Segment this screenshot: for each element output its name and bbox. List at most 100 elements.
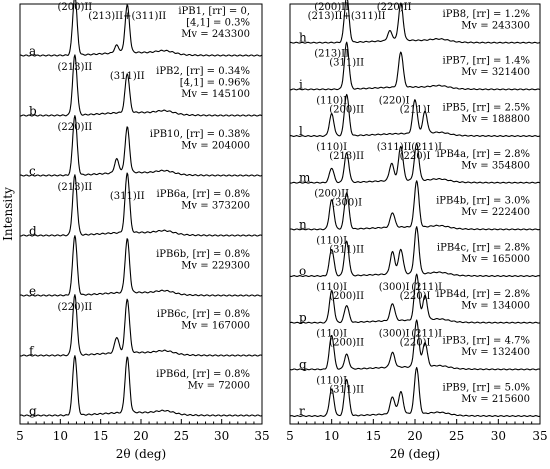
peak-label: (200)II [329,104,364,115]
x-tick-label: 25 [449,429,464,443]
trace-line [19,235,263,297]
trace-c: c iPB10, [rr] = 0.38%Mv = 204000 (220)II [19,115,263,178]
peak-label: (211)I [411,282,442,293]
trace-letter: e [29,284,36,298]
sample-label-line: iPB5, [rr] = 2.5% [443,102,531,113]
peak-label: (213)II [57,182,92,193]
trace-letter: m [299,171,311,185]
trace-g: g iPB6d, [rr] = 0.8%Mv = 72000 [19,355,263,418]
trace-line [19,294,263,357]
sample-label-line: iPB7, [rr] = 1.4% [443,56,531,67]
x-tick-label: 20 [407,429,422,443]
peak-label: (300)I [379,329,410,340]
trace-p: p iPB4d, [rr] = 2.8%Mv = 134000 (110)I(200… [289,273,541,325]
trace-line [289,366,541,417]
trace-letter: g [29,404,37,418]
left-traces: a iPB1, [rr] = 0,[4,1] = 0.3%Mv = 243300 (… [19,0,263,418]
sample-label-line: Mv = 134000 [461,301,530,312]
peak-label: (200)II [314,189,349,200]
sample-label-line: iPB6b, [rr] = 0.8% [156,249,250,260]
sample-label-line: Mv = 243300 [181,29,250,40]
x-tick-label: 30 [491,429,506,443]
peak-label: (213)II+(311)II [308,11,386,22]
sample-label-line: Mv = 188800 [461,114,530,125]
x-tick-label: 35 [532,429,547,443]
peak-label: (220)I [400,291,431,302]
sample-label-line: iPB9, [rr] = 5.0% [443,382,531,393]
sample-label-line: Mv = 229300 [181,261,250,272]
trace-line [19,355,263,417]
left-xlabel: 2θ (deg) [116,447,167,461]
sample-label-line: Mv = 145100 [181,89,250,100]
trace-b: b iPB2, [rr] = 0.34%[4,1] = 0.96%Mv = 145… [19,54,263,118]
x-tick-label: 15 [366,429,381,443]
trace-line [289,226,541,277]
peak-label: (200)II [57,2,92,13]
peak-label: (110)I [316,329,347,340]
trace-a: a iPB1, [rr] = 0,[4,1] = 0.3%Mv = 243300 (… [20,0,263,58]
trace-letter: l [299,124,303,138]
x-tick-label: 5 [286,429,294,443]
trace-letter: p [299,311,307,325]
trace-line [289,41,541,91]
peak-label: (110)I [316,95,347,106]
peak-label: (110)I [316,282,347,293]
peak-label: (311)II [377,142,412,153]
peak-label: (213)II [329,151,364,162]
peak-label: (311)II [329,244,364,255]
peak-label: (110)I [316,375,347,386]
sample-label-line: Mv = 132400 [461,347,530,358]
peak-label: (311)II [329,58,364,69]
trace-o: o iPB4c, [rr] = 2.8%Mv = 165000 (110)I(311… [289,226,541,278]
x-tick-label: 30 [214,429,229,443]
trace-letter: h [299,31,307,45]
x-tick-label: 35 [254,429,269,443]
trace-letter: c [29,164,36,178]
sample-label-line: iPB6c, [rr] = 0.8% [157,309,250,320]
peak-label: (220)I [400,338,431,349]
trace-n: n iPB4b, [rr] = 3.0%Mv = 222400 (200)II(30… [289,180,541,231]
trace-line [289,319,541,371]
trace-line [289,273,541,324]
trace-f: f iPB6c, [rr] = 0.8%Mv = 167000 (220)II [19,294,263,358]
trace-line [19,172,263,237]
trace-line [19,115,263,177]
trace-r: r iPB9, [rr] = 5.0%Mv = 215600 (110)I(311)… [289,366,541,418]
peak-label: (300)I [379,282,410,293]
peak-label: (220)I [400,151,431,162]
sample-label-line: iPB3, [rr] = 4.7% [443,336,531,347]
sample-label-line: [4,1] = 0.96% [180,78,250,89]
trace-letter: d [29,224,37,238]
trace-letter: a [29,44,36,58]
x-tick-label: 10 [324,429,339,443]
trace-i: i iPB7, [rr] = 1.4%Mv = 321400 (213)II(311… [289,41,541,91]
peak-label: (110)I [316,235,347,246]
trace-h: h iPB8, [rr] = 1.2%Mv = 243300 (200)II(213… [289,0,541,45]
sample-label-line: Mv = 354800 [461,161,530,172]
sample-label-line: iPB10, [rr] = 0.38% [150,129,250,140]
trace-line [289,0,541,44]
right-xlabel: 2θ (deg) [390,447,441,461]
peak-label: (220)II [57,302,92,313]
trace-line [20,0,263,57]
peak-label: (211)I [400,104,431,115]
trace-letter: n [299,217,307,231]
sample-label-line: iPB4a, [rr] = 2.8% [437,149,530,160]
sample-label-line: Mv = 243300 [461,21,530,32]
trace-letter: i [299,77,303,91]
sample-label-line: iPB8, [rr] = 1.2% [443,9,531,20]
x-tick-label: 20 [133,429,148,443]
trace-q: q iPB3, [rr] = 4.7%Mv = 132400 (110)I(200)… [289,319,541,371]
peak-label: (220)II [377,2,412,13]
sample-label-line: iPB1, [rr] = 0, [178,6,250,17]
peak-label: (200)II [329,338,364,349]
sample-label-line: iPB2, [rr] = 0.34% [156,66,250,77]
sample-label-line: iPB6a, [rr] = 0.8% [157,189,250,200]
sample-label-line: Mv = 72000 [188,381,250,392]
trace-letter: b [29,104,37,118]
sample-label-line: [4,1] = 0.3% [186,18,250,29]
sample-label-line: Mv = 204000 [181,141,250,152]
x-tick-label: 10 [53,429,68,443]
x-tick-label: 25 [174,429,189,443]
